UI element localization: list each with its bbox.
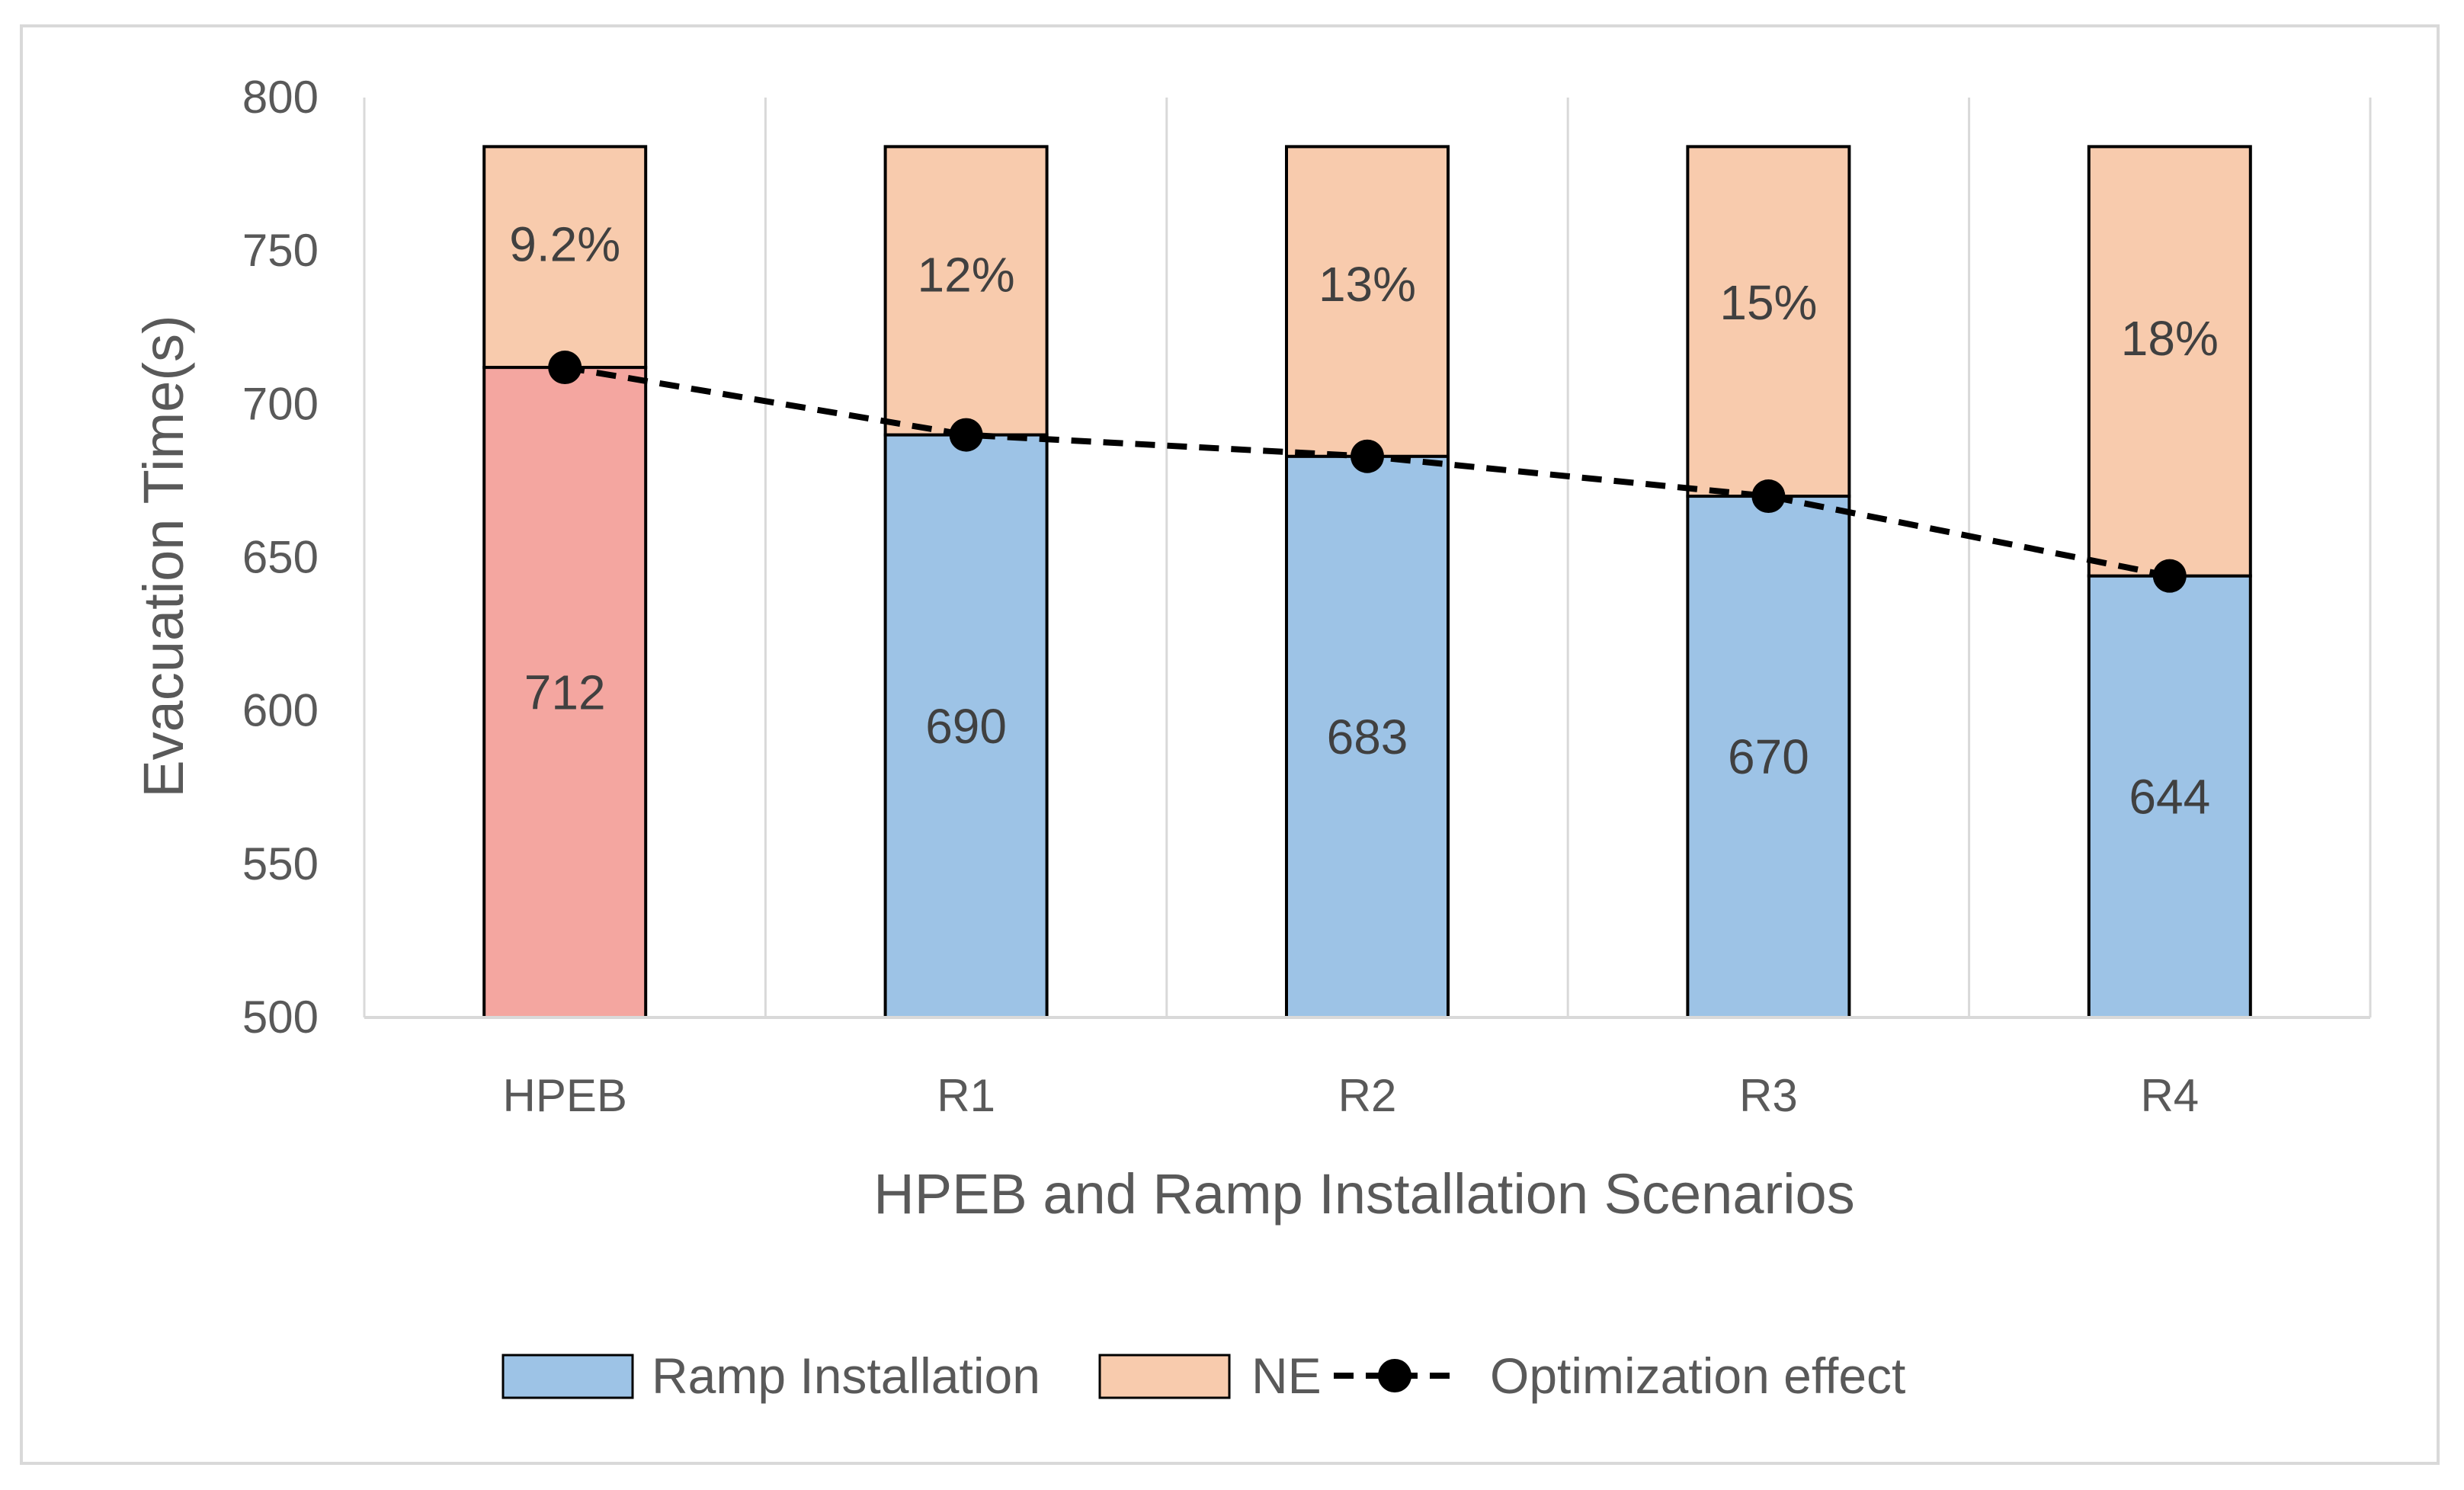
- ne-percent-label: 18%: [2121, 311, 2219, 366]
- optimization-effect-point: [1751, 479, 1786, 514]
- x-tick-label: R1: [937, 1070, 995, 1121]
- y-tick-label: 650: [242, 532, 319, 583]
- bar-value-label: 683: [1327, 710, 1408, 764]
- x-tick-label: R3: [1739, 1070, 1798, 1121]
- bar-value-label: 670: [1728, 729, 1809, 784]
- ne-percent-label: 12%: [918, 248, 1015, 303]
- data-labels: 712 9.2% 690 12% 683 13% 670 15% 644 18%: [509, 217, 2219, 825]
- legend-label-optimization-effect: Optimization effect: [1490, 1347, 1905, 1404]
- bar-ne: [482, 145, 648, 370]
- y-tick-label: 550: [242, 838, 319, 889]
- ne-percent-label: 13%: [1319, 257, 1416, 312]
- legend-swatch-ramp-installation: [501, 1354, 634, 1399]
- optimization-line: [548, 351, 2187, 593]
- legend: Ramp Installation NE Optimization effect: [501, 1347, 1905, 1404]
- y-tick-label: 700: [242, 378, 319, 429]
- y-tick-label: 800: [242, 72, 319, 123]
- optimization-effect-point: [949, 418, 983, 452]
- ne-percent-label: 15%: [1719, 275, 1817, 330]
- bar-ne: [883, 145, 1049, 437]
- optimization-effect-point: [548, 351, 582, 385]
- bar-ramp-installation: [482, 366, 648, 1019]
- bar-ne: [2087, 145, 2252, 578]
- bar-value-label: 712: [524, 665, 606, 720]
- chart-frame: [20, 24, 2440, 1465]
- legend-label-ne: NE: [1251, 1347, 1322, 1404]
- y-tick-label: 600: [242, 685, 319, 736]
- bar-value-label: 690: [925, 699, 1007, 754]
- bar-ne: [1285, 145, 1450, 458]
- x-tick-label: HPEB: [503, 1070, 627, 1121]
- legend-label-ramp-installation: Ramp Installation: [652, 1347, 1040, 1404]
- bar-value-label: 644: [2129, 769, 2210, 824]
- x-tick-label: R4: [2140, 1070, 2199, 1121]
- y-tick-label: 750: [242, 225, 319, 276]
- legend-swatch-ne: [1098, 1354, 1231, 1399]
- x-axis-title: HPEB and Ramp Installation Scenarios: [873, 1162, 1854, 1226]
- optimization-effect-point: [2152, 559, 2187, 593]
- y-tick-label: 500: [242, 992, 319, 1043]
- y-axis-title: Evacuation Time(s): [132, 315, 195, 797]
- ne-percent-label: 9.2%: [509, 217, 620, 272]
- axes: 500 550 600 650 700 750 800 HPEB R1 R2 R3 R4: [242, 72, 2370, 1121]
- bar-ramp-installation: [2087, 574, 2252, 1019]
- optimization-effect-point: [1351, 439, 1384, 473]
- bar-ramp-installation: [1285, 454, 1450, 1019]
- x-tick-label: R2: [1338, 1070, 1397, 1121]
- bar-ramp-installation: [1686, 495, 1851, 1019]
- gridlines: [363, 98, 2372, 1017]
- legend-marker-optimization: [1378, 1359, 1411, 1392]
